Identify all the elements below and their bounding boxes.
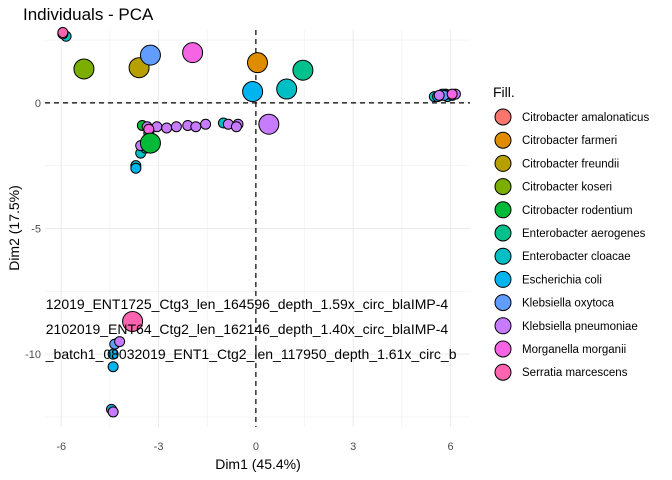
data-point-escherichia-coli xyxy=(107,361,119,373)
data-point-citrobacter-koseri xyxy=(73,58,95,80)
legend-label: Serratia marcescens xyxy=(522,367,628,379)
legend-label: Enterobacter cloacae xyxy=(522,251,631,263)
legend-label: Escherichia coli xyxy=(522,274,602,286)
data-point-citrobacter-rodentium xyxy=(139,132,161,154)
legend-key xyxy=(494,178,512,196)
x-axis-ticks: -6 -3 0 3 6 xyxy=(56,441,453,453)
legend-label: Citrobacter freundii xyxy=(522,158,619,170)
data-points xyxy=(57,27,461,418)
plot-area: 12019_ENT1725_Ctg3_len_164596_depth_1.59… xyxy=(45,27,470,427)
y-axis-ticks: 0 -5 -10 xyxy=(25,98,41,361)
legend-label: Morganella morganii xyxy=(522,344,626,356)
data-point-serratia-marcescens xyxy=(122,310,144,332)
data-point-enterobacter-cloacae xyxy=(276,78,298,100)
data-point-citrobacter-farmeri xyxy=(247,52,268,74)
y-tick-label: 0 xyxy=(35,98,41,110)
data-point-klebsiella-pneumoniae xyxy=(114,336,126,348)
legend-label: Citrobacter farmeri xyxy=(522,135,617,147)
x-tick-label: 6 xyxy=(447,441,453,453)
legend-key xyxy=(494,108,512,126)
legend-label: Citrobacter rodentium xyxy=(522,205,633,217)
legend-key xyxy=(494,154,512,172)
legend-key xyxy=(494,340,512,358)
data-point-escherichia-coli xyxy=(130,162,142,174)
point-annotations: 12019_ENT1725_Ctg3_len_164596_depth_1.59… xyxy=(45,296,457,362)
legend-label: Citrobacter koseri xyxy=(522,182,612,194)
x-tick-label: -6 xyxy=(56,441,66,453)
legend-label: Klebsiella pneumoniae xyxy=(522,321,638,333)
point-annotation: 12019_ENT1725_Ctg3_len_164596_depth_1.59… xyxy=(46,296,449,312)
legend: Fill. Citrobacter amalonaticus Citrobacte… xyxy=(493,84,649,381)
legend-key xyxy=(494,317,512,335)
y-tick-label: -10 xyxy=(25,349,41,361)
legend-key xyxy=(494,131,512,149)
x-tick-label: -3 xyxy=(154,441,164,453)
point-annotation: 2102019_ENT64_Ctg2_len_162146_depth_1.40… xyxy=(46,321,449,337)
data-point-klebsiella-pneumoniae xyxy=(170,121,182,133)
legend-label: Klebsiella oxytoca xyxy=(522,298,615,310)
data-point-klebsiella-oxytoca xyxy=(139,44,161,66)
data-point-enterobacter-aerogenes xyxy=(292,59,314,81)
data-point-morganella-morganii xyxy=(446,88,458,100)
data-point-klebsiella-pneumoniae xyxy=(230,121,242,133)
legend-key xyxy=(494,363,512,381)
legend-key xyxy=(494,201,512,219)
data-point-klebsiella-pneumoniae xyxy=(433,89,445,101)
data-point-klebsiella-pneumoniae xyxy=(190,121,202,133)
data-point-escherichia-coli xyxy=(242,81,264,103)
data-point-klebsiella-pneumoniae xyxy=(258,113,280,135)
point-annotation: _batch1_08032019_ENT1_Ctg2_len_117950_de… xyxy=(45,346,457,362)
data-point-klebsiella-pneumoniae xyxy=(107,406,119,418)
data-point-morganella-morganii xyxy=(182,42,204,64)
legend-label: Citrobacter amalonaticus xyxy=(522,112,649,124)
x-axis-title: Dim1 (45.4%) xyxy=(215,456,301,472)
legend-key xyxy=(494,247,512,265)
data-point-klebsiella-pneumoniae xyxy=(161,122,173,134)
legend-label: Enterobacter aerogenes xyxy=(522,228,646,240)
legend-key xyxy=(494,224,512,242)
y-tick-label: -5 xyxy=(31,224,41,236)
x-tick-label: 3 xyxy=(350,441,356,453)
chart-title: Individuals - PCA xyxy=(23,5,154,24)
legend-title: Fill. xyxy=(493,84,515,100)
y-axis-title: Dim2 (17.5%) xyxy=(6,185,22,271)
legend-key xyxy=(494,270,512,288)
legend-key xyxy=(494,294,512,312)
data-point-serratia-marcescens xyxy=(57,27,69,39)
data-point-klebsiella-pneumoniae xyxy=(200,118,212,130)
x-tick-label: 0 xyxy=(253,441,259,453)
